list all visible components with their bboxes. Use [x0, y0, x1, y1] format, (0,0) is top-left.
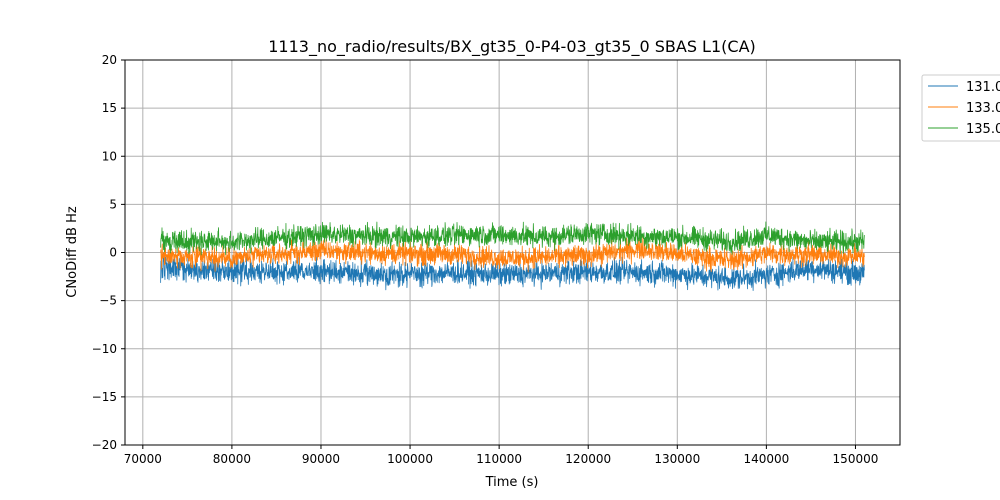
x-tick-label: 140000: [743, 452, 789, 466]
x-tick-label: 80000: [213, 452, 251, 466]
x-tick-label: 150000: [833, 452, 879, 466]
y-tick-label: 10: [102, 149, 117, 163]
y-tick-label: 5: [109, 197, 117, 211]
y-tick-label: −5: [99, 294, 117, 308]
x-tick-label: 70000: [124, 452, 162, 466]
y-tick-label: −10: [92, 342, 117, 356]
y-tick-label: 20: [102, 53, 117, 67]
x-tick-label: 100000: [387, 452, 433, 466]
series-line-133-0: [160, 235, 865, 273]
legend-frame: [921, 74, 1000, 142]
x-tick-label: 110000: [476, 452, 522, 466]
series-layer: [160, 221, 865, 291]
y-tick-label: −20: [92, 438, 117, 452]
x-tick-label: 120000: [565, 452, 611, 466]
x-tick-label: 90000: [302, 452, 340, 466]
x-tick-label: 130000: [654, 452, 700, 466]
x-axis-label: Time (s): [485, 475, 539, 490]
legend-label: 131.0: [966, 80, 1000, 95]
y-tick-label: −15: [92, 390, 117, 404]
legend-label: 135.0: [966, 122, 1000, 137]
y-tick-label: 0: [109, 246, 117, 260]
chart-title: 1113_no_radio/results/BX_gt35_0-P4-03_gt…: [268, 37, 756, 57]
y-tick-label: 15: [102, 101, 117, 115]
series-line-135-0: [160, 221, 865, 256]
y-axis-label: CNoDiff dB Hz: [65, 206, 80, 298]
x-axis: 70000 80000 90000 100000 110000 120000 130000 1…: [124, 445, 879, 466]
legend: 131.0 133.0 135.0: [921, 74, 1000, 142]
y-axis: −20 −15 −10 −5 0 5 10 15 20: [92, 53, 125, 452]
legend-label: 133.0: [966, 101, 1000, 116]
series-line-131-0: [160, 252, 865, 291]
